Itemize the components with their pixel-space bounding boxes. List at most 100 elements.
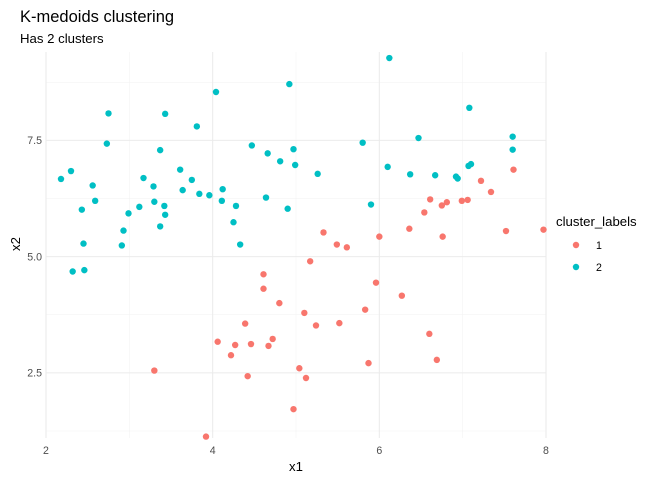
y-tick-label: 5.0 (27, 251, 42, 263)
data-point-cluster-1 (231, 341, 239, 349)
data-point-cluster-1 (433, 356, 441, 364)
data-point-cluster-1 (244, 372, 251, 380)
data-point-cluster-2 (291, 161, 299, 169)
data-point-cluster-1 (426, 330, 433, 338)
data-point-cluster-2 (161, 202, 168, 210)
y-axis-ticks: 2.5 5.0 7.5 (27, 135, 42, 380)
data-point-cluster-2 (236, 241, 244, 248)
chart-subtitle: Has 2 clusters (20, 31, 104, 46)
data-point-cluster-1 (398, 292, 406, 299)
data-point-cluster-2 (78, 206, 86, 213)
data-point-cluster-1 (487, 188, 495, 196)
x-tick-label: 2 (43, 445, 49, 457)
legend-key-1 (572, 241, 580, 249)
x-tick-label: 6 (376, 445, 382, 457)
data-point-cluster-1 (372, 279, 380, 286)
data-point-cluster-1 (406, 225, 413, 232)
data-point-cluster-2 (188, 176, 196, 184)
data-point-cluster-2 (80, 240, 87, 247)
data-point-cluster-1 (540, 226, 547, 233)
data-point-cluster-2 (212, 88, 220, 96)
data-point-cluster-2 (120, 227, 127, 234)
data-point-cluster-1 (265, 342, 272, 350)
data-point-cluster-1 (336, 319, 343, 327)
data-point-cluster-2 (466, 104, 473, 112)
data-point-cluster-2 (125, 210, 132, 217)
y-tick-label: 2.5 (27, 368, 42, 380)
data-point-cluster-1 (312, 322, 320, 329)
data-point-cluster-2 (230, 219, 237, 226)
data-point-cluster-2 (196, 190, 203, 198)
data-point-cluster-2 (264, 150, 271, 157)
data-point-cluster-2 (69, 268, 76, 275)
data-point-cluster-2 (161, 211, 169, 218)
x-tick-label: 4 (210, 445, 216, 457)
data-point-cluster-2 (286, 80, 293, 88)
data-point-cluster-2 (57, 175, 65, 183)
data-point-cluster-2 (89, 182, 96, 189)
data-point-cluster-1 (320, 229, 327, 236)
data-point-cluster-2 (81, 266, 88, 274)
y-axis-title: x2 (8, 237, 23, 251)
data-point-cluster-1 (376, 233, 383, 240)
data-point-cluster-2 (284, 205, 291, 212)
data-point-cluster-2 (218, 197, 226, 205)
data-point-cluster-2 (406, 171, 414, 178)
data-point-cluster-1 (260, 285, 267, 292)
data-point-cluster-2 (67, 167, 75, 175)
data-point-cluster-1 (426, 196, 434, 203)
legend-title: cluster_labels (556, 214, 637, 229)
data-point-cluster-2 (151, 198, 158, 205)
data-point-cluster-1 (202, 433, 210, 440)
data-point-cluster-2 (248, 142, 256, 149)
data-point-cluster-1 (260, 271, 267, 278)
data-point-cluster-2 (140, 174, 147, 182)
data-point-cluster-2 (431, 172, 439, 179)
x-axis-title: x1 (289, 459, 303, 474)
data-point-cluster-1 (151, 367, 158, 374)
data-point-cluster-1 (443, 199, 451, 206)
x-axis-ticks: 2 4 6 8 (43, 445, 549, 457)
data-point-cluster-2 (156, 223, 164, 230)
data-point-cluster-2 (103, 140, 111, 147)
data-point-cluster-1 (214, 338, 221, 345)
data-point-cluster-1 (247, 340, 255, 348)
data-point-cluster-2 (384, 163, 391, 171)
plot-panel (45, 52, 547, 438)
legend-key-2 (572, 263, 580, 271)
data-point-cluster-1 (458, 197, 466, 205)
data-point-cluster-2 (136, 203, 143, 211)
data-point-cluster-1 (276, 299, 283, 307)
data-point-cluster-2 (359, 139, 366, 146)
data-point-cluster-2 (454, 175, 461, 182)
data-point-cluster-2 (193, 123, 201, 130)
data-point-cluster-2 (467, 160, 475, 168)
legend: cluster_labels 1 2 (556, 214, 637, 274)
data-point-cluster-1 (301, 309, 308, 317)
data-point-cluster-1 (343, 244, 351, 251)
data-point-cluster-2 (314, 170, 321, 178)
data-points (57, 54, 547, 440)
data-point-cluster-2 (509, 133, 516, 140)
y-tick-label: 7.5 (27, 135, 42, 147)
data-point-cluster-1 (438, 202, 446, 209)
data-point-cluster-1 (269, 335, 276, 343)
chart-title: K-medoids clustering (20, 8, 174, 26)
legend-label-2: 2 (596, 262, 602, 274)
data-point-cluster-1 (302, 374, 310, 382)
data-point-cluster-2 (118, 242, 126, 249)
data-point-cluster-2 (150, 183, 157, 190)
data-point-cluster-2 (91, 197, 99, 205)
data-point-cluster-2 (161, 110, 169, 118)
data-point-cluster-1 (306, 258, 314, 265)
data-point-cluster-2 (386, 54, 393, 62)
data-point-cluster-2 (176, 166, 184, 173)
data-point-cluster-2 (179, 186, 186, 194)
x-tick-label: 8 (543, 445, 549, 457)
data-point-cluster-2 (415, 134, 422, 142)
data-point-cluster-1 (290, 405, 297, 413)
data-point-cluster-1 (361, 306, 369, 313)
data-point-cluster-2 (206, 192, 213, 199)
data-point-cluster-1 (464, 196, 471, 204)
